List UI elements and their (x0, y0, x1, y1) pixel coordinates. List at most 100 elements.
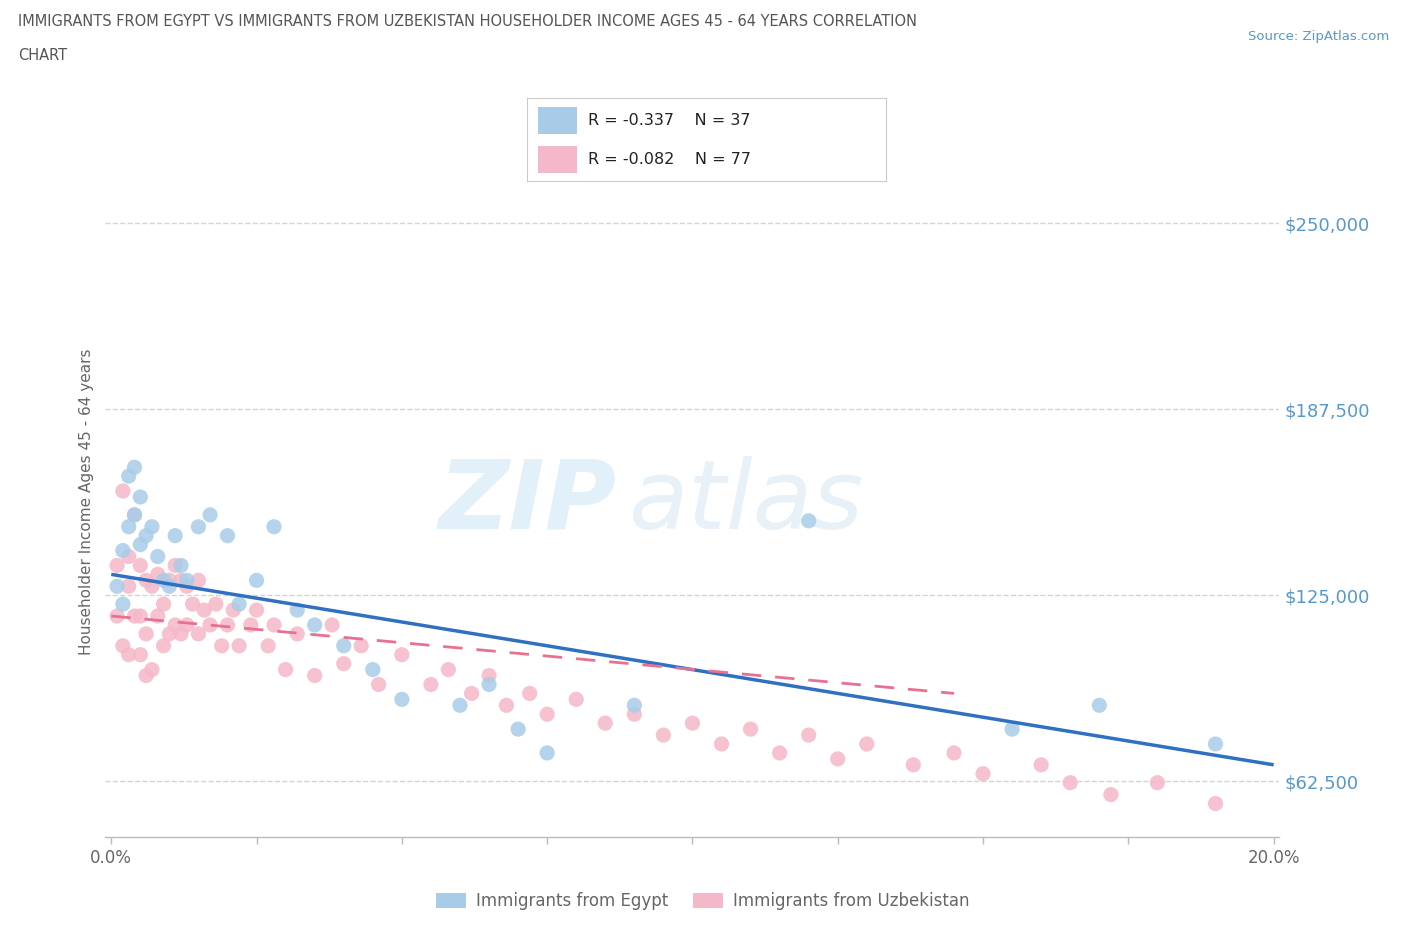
Text: IMMIGRANTS FROM EGYPT VS IMMIGRANTS FROM UZBEKISTAN HOUSEHOLDER INCOME AGES 45 -: IMMIGRANTS FROM EGYPT VS IMMIGRANTS FROM… (18, 14, 917, 29)
Point (129, 489, 152, 504)
Point (1205, 796, 1227, 811)
Point (1146, 776, 1168, 790)
Text: ZIP: ZIP (439, 456, 616, 549)
Point (152, 597, 174, 612)
Point (437, 662, 460, 677)
Point (1099, 787, 1122, 802)
Point (187, 519, 209, 534)
Point (536, 707, 558, 722)
Point (263, 618, 285, 632)
Point (124, 608, 146, 623)
Point (903, 757, 925, 772)
Point (769, 746, 792, 761)
Point (740, 722, 762, 737)
Point (124, 508, 146, 523)
Point (105, 578, 128, 593)
Point (205, 597, 228, 612)
Legend: Immigrants from Egypt, Immigrants from Uzbekistan: Immigrants from Egypt, Immigrants from U… (429, 885, 977, 917)
Point (797, 727, 820, 742)
Text: Source: ZipAtlas.com: Source: ZipAtlas.com (1249, 30, 1389, 43)
Point (536, 746, 558, 761)
Point (118, 549, 141, 564)
Point (495, 698, 517, 712)
Point (478, 668, 501, 683)
Point (135, 627, 157, 642)
Point (135, 573, 157, 588)
Point (460, 686, 482, 701)
Point (856, 737, 879, 751)
Point (593, 716, 616, 731)
Point (176, 578, 198, 593)
Point (146, 608, 169, 623)
Point (105, 558, 128, 573)
Bar (538, 146, 578, 173)
Point (111, 638, 134, 653)
Point (623, 698, 645, 712)
Point (274, 662, 297, 677)
Point (129, 558, 152, 573)
Point (1059, 776, 1081, 790)
Point (285, 627, 308, 642)
Point (165, 528, 187, 543)
Text: R = -0.082    N = 77: R = -0.082 N = 77 (588, 153, 751, 167)
Text: R = -0.337    N = 37: R = -0.337 N = 37 (588, 113, 751, 127)
Point (129, 647, 152, 662)
Point (193, 603, 215, 618)
Point (228, 597, 250, 612)
Point (105, 608, 128, 623)
Point (245, 603, 267, 618)
Point (157, 627, 180, 642)
Y-axis label: Householder Income Ages 45 - 64 years: Householder Income Ages 45 - 64 years (79, 349, 94, 656)
Point (165, 558, 187, 573)
Point (211, 638, 233, 653)
Point (1031, 757, 1053, 772)
Point (129, 538, 152, 552)
Point (176, 573, 198, 588)
Point (146, 549, 169, 564)
Point (165, 618, 187, 632)
Point (332, 638, 354, 653)
Point (135, 528, 157, 543)
Point (321, 618, 343, 632)
Point (1088, 698, 1111, 712)
Point (245, 573, 267, 588)
Point (146, 567, 169, 582)
Point (181, 597, 204, 612)
Point (478, 677, 501, 692)
Point (111, 597, 134, 612)
Point (124, 459, 146, 474)
Point (187, 573, 209, 588)
Point (176, 618, 198, 632)
Point (135, 668, 157, 683)
Point (304, 668, 326, 683)
Point (187, 627, 209, 642)
Point (361, 662, 384, 677)
Point (152, 573, 174, 588)
Point (652, 727, 675, 742)
Point (391, 692, 413, 707)
Text: CHART: CHART (18, 48, 67, 63)
Point (198, 618, 221, 632)
Point (198, 508, 221, 523)
Bar (538, 107, 578, 134)
Point (367, 677, 389, 692)
Point (391, 647, 413, 662)
Point (332, 657, 354, 671)
Point (710, 737, 733, 751)
Point (118, 647, 141, 662)
Point (304, 618, 326, 632)
Point (141, 578, 163, 593)
Point (827, 751, 849, 766)
Point (797, 513, 820, 528)
Point (124, 508, 146, 523)
Point (141, 519, 163, 534)
Point (972, 766, 994, 781)
Point (419, 677, 441, 692)
Point (239, 618, 262, 632)
Point (170, 573, 193, 588)
Point (118, 469, 141, 484)
Point (152, 638, 174, 653)
Point (943, 746, 966, 761)
Point (519, 686, 541, 701)
Point (217, 528, 239, 543)
